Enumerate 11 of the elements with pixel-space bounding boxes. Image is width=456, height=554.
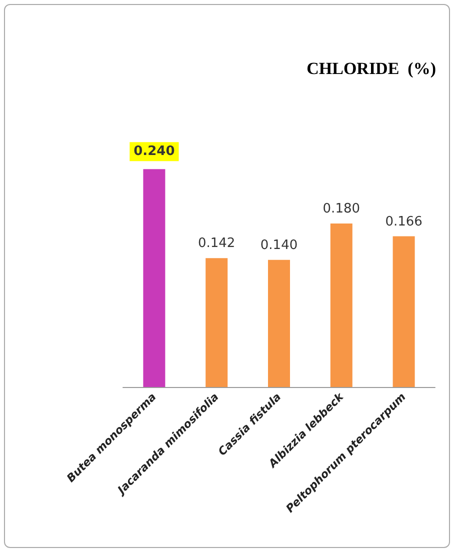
bar — [206, 258, 228, 387]
data-label: 0.240 — [134, 144, 175, 160]
data-label: 0.142 — [198, 236, 236, 252]
data-label: 0.166 — [385, 214, 422, 230]
chart-title: CHLORIDE (%) — [306, 59, 436, 78]
data-label: 0.140 — [260, 238, 298, 253]
data-label: 0.180 — [322, 202, 360, 217]
bar — [268, 260, 290, 387]
bar — [330, 224, 352, 387]
bar — [392, 236, 415, 387]
bar — [143, 169, 166, 387]
